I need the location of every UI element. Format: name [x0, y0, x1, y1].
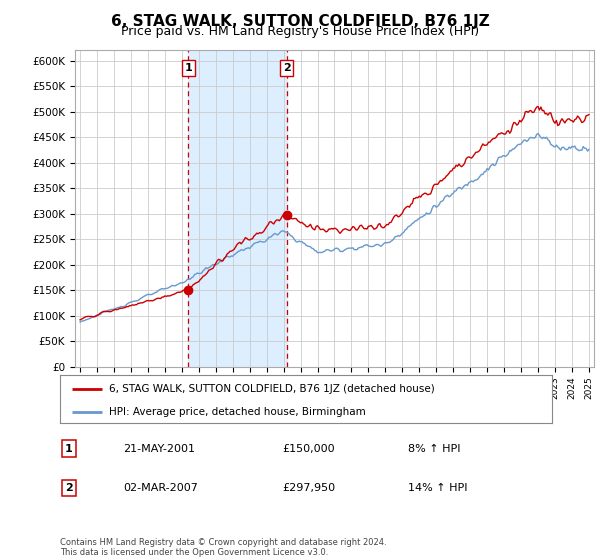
Text: £150,000: £150,000 [282, 444, 335, 454]
Text: £297,950: £297,950 [282, 483, 335, 493]
Text: HPI: Average price, detached house, Birmingham: HPI: Average price, detached house, Birm… [109, 407, 366, 417]
Text: 14% ↑ HPI: 14% ↑ HPI [408, 483, 467, 493]
Text: 1: 1 [184, 63, 192, 73]
Text: 2: 2 [283, 63, 290, 73]
Bar [188, 50, 287, 367]
Text: Price paid vs. HM Land Registry's House Price Index (HPI): Price paid vs. HM Land Registry's House … [121, 25, 479, 38]
Text: Contains HM Land Registry data © Crown copyright and database right 2024.
This d: Contains HM Land Registry data © Crown c… [60, 538, 386, 557]
Text: 21-MAY-2001: 21-MAY-2001 [123, 444, 195, 454]
Text: 6, STAG WALK, SUTTON COLDFIELD, B76 1JZ (detached house): 6, STAG WALK, SUTTON COLDFIELD, B76 1JZ … [109, 384, 435, 394]
Text: 1: 1 [65, 444, 73, 454]
Text: 6, STAG WALK, SUTTON COLDFIELD, B76 1JZ: 6, STAG WALK, SUTTON COLDFIELD, B76 1JZ [110, 14, 490, 29]
Text: 02-MAR-2007: 02-MAR-2007 [123, 483, 198, 493]
Text: 2: 2 [65, 483, 73, 493]
Text: 8% ↑ HPI: 8% ↑ HPI [408, 444, 461, 454]
